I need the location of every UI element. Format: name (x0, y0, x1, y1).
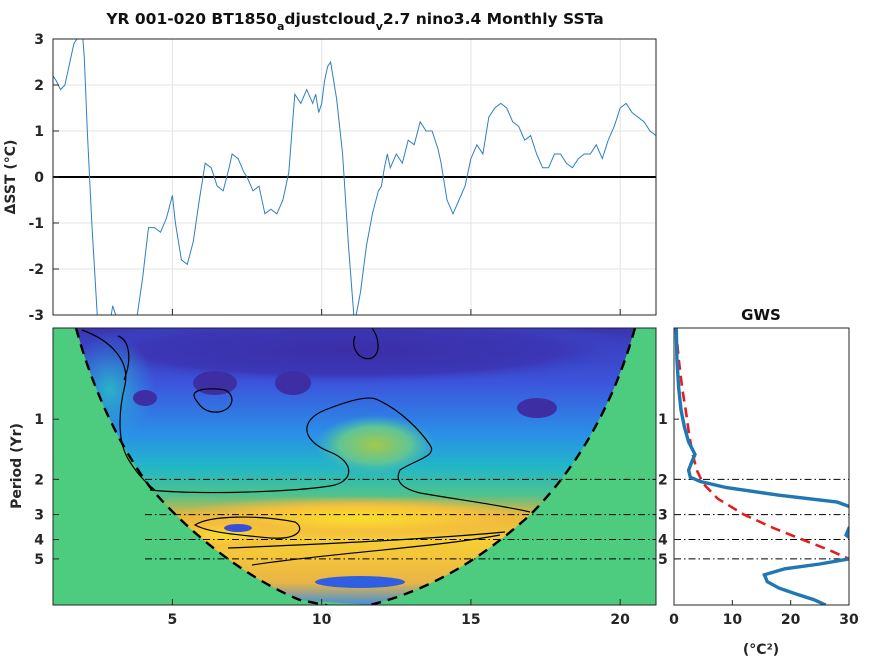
wavelet-x-ticks: 5 10 15 20 (168, 599, 630, 628)
power-blob-bottom-blue (315, 576, 405, 588)
wavelet-axes-box (52, 327, 657, 606)
wavelet-y-tick-label: 1 (34, 412, 44, 428)
significance-contour-7 (227, 531, 506, 549)
timeseries-y-ticks: 3 2 1 0 -1 -2 -3 (28, 32, 59, 324)
power-blob-green-center (315, 415, 435, 475)
timeseries-y-tick-label: -3 (28, 308, 44, 324)
wavelet-y-tick-label: 4 (34, 533, 44, 549)
significance-contour-8 (251, 534, 501, 566)
significance-contour-5 (149, 397, 531, 513)
timeseries-y-tick-label: -2 (28, 262, 44, 278)
gws-x-ticks: 0 10 20 30 (669, 600, 859, 628)
wavelet-x-tick-label: 20 (610, 612, 630, 628)
gws-axes-box (673, 327, 850, 606)
gws-x-tick-label: 10 (723, 612, 743, 628)
power-blob-dark-4 (133, 390, 157, 406)
timeseries-y-tick-label: 1 (34, 124, 44, 140)
wavelet-panel: 5 10 15 20 1 12 23 34 45 5 Period (Yr) (9, 327, 668, 628)
wavelet-x-tick-label: 10 (312, 612, 332, 628)
wavelet-y-tick-label: 2 (34, 472, 44, 488)
timeseries-y-tick-label: -1 (28, 216, 44, 232)
wavelet-y-tick-label: 3 (34, 508, 44, 524)
timeseries-y-tick-label: 0 (34, 170, 44, 186)
power-blob-dark-3 (517, 398, 557, 418)
wavelet-right-tick-label: 3 (658, 508, 668, 524)
sst-anomaly-series-line (53, 39, 656, 315)
cone-of-influence-left (74, 328, 331, 605)
gws-title: GWS (741, 306, 781, 324)
significance-contour-1 (81, 329, 156, 491)
wavelet-cone-mask-left (53, 328, 330, 605)
wavelet-cone-mask-right (370, 328, 656, 605)
wavelet-y-tick-label: 5 (34, 552, 44, 568)
power-blob-dark-1 (193, 371, 237, 395)
gws-significance-line (674, 328, 849, 561)
global-wavelet-spectrum-panel: GWS 0 10 20 30 (°C²) (669, 306, 859, 656)
timeseries-panel: 3 2 1 0 -1 -2 -3 ΔSST (°C) (3, 32, 657, 324)
power-blob-left-spot (224, 524, 252, 532)
significance-contour-2 (117, 335, 130, 381)
chart-title: YR 001-020 BT1850adjustcloudv2.7 nino3.4… (105, 10, 603, 33)
gws-xlabel: (°C²) (743, 642, 779, 656)
gws-reference-period-lines (674, 478, 849, 560)
title-mid: djustcloud (284, 10, 375, 28)
cone-of-influence-right (369, 328, 637, 605)
title-subscript-a: a (277, 20, 284, 33)
wavelet-right-tick-label: 2 (658, 472, 668, 488)
timeseries-ylabel: ΔSST (°C) (3, 140, 19, 215)
wavelet-power-field (53, 328, 656, 605)
wavelet-right-tick-label: 5 (658, 552, 668, 568)
significance-contours (81, 328, 531, 566)
timeseries-y-tick-label: 3 (34, 32, 44, 48)
wavelet-x-tick-label: 5 (168, 612, 178, 628)
cone-of-influence (74, 328, 637, 605)
wavelet-y-ticks: 1 1 2 2 3 3 4 4 5 5 (34, 412, 668, 568)
wavelet-ylabel: Period (Yr) (9, 423, 25, 509)
title-subscript-v: v (376, 20, 384, 33)
wavelet-x-tick-label: 15 (461, 612, 480, 628)
power-blob-dark-2 (275, 371, 311, 395)
reference-period-lines (145, 478, 656, 560)
gws-x-tick-label: 20 (781, 612, 801, 628)
wavelet-right-tick-label: 4 (658, 533, 668, 549)
title-prefix: YR 001-020 BT1850 (105, 10, 277, 28)
gws-x-tick-label: 0 (669, 612, 679, 628)
significance-contour-4 (353, 328, 379, 360)
gws-power-line (674, 328, 849, 605)
gws-y-ticks (674, 418, 679, 560)
title-suffix: 2.7 nino3.4 Monthly SSTa (383, 10, 604, 28)
timeseries-y-tick-label: 2 (34, 78, 44, 94)
significance-contour-3 (193, 388, 233, 413)
significance-contour-6 (193, 516, 301, 539)
gws-x-tick-label: 30 (839, 612, 859, 628)
wavelet-right-tick-label: 1 (658, 412, 668, 428)
power-blob-dark-top (53, 328, 650, 385)
